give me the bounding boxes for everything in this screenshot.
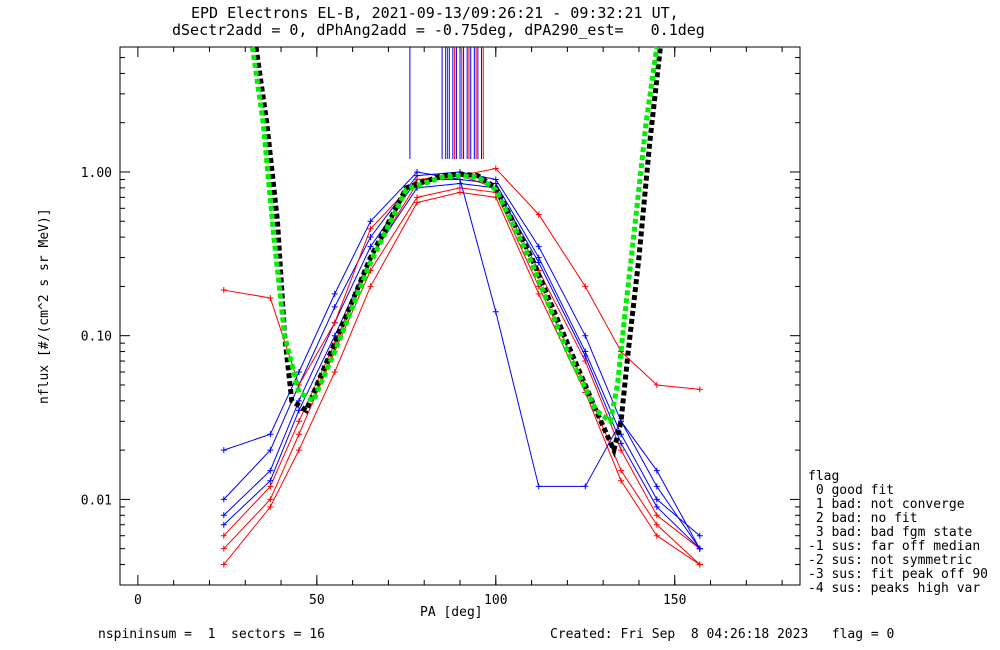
data-point <box>457 189 463 196</box>
chart-title-line2: dSectr2add = 0, dPhAng2add = -0.75deg, d… <box>172 21 705 39</box>
data-point <box>267 294 274 301</box>
legend-item: 0 good fit <box>808 483 895 498</box>
fit-curve-black <box>253 46 663 458</box>
data-point <box>367 243 374 250</box>
legend-item: -3 sus: fit peak off 90 <box>808 567 989 582</box>
data-point <box>618 440 625 447</box>
x-axis-label: PA [deg] <box>420 605 483 620</box>
legend-item: 3 bad: bad fgm state <box>808 525 973 540</box>
data-point <box>220 545 227 552</box>
y-tick-label: 1.00 <box>81 166 112 181</box>
data-point <box>220 287 227 294</box>
legend-item: -4 sus: peaks high var <box>808 581 981 596</box>
data-point <box>295 407 302 414</box>
data-point <box>220 521 227 528</box>
data-point <box>220 496 227 503</box>
legend-item: 1 bad: not converge <box>808 497 965 512</box>
data-point <box>295 369 302 376</box>
data-point <box>653 512 660 519</box>
flag-legend: flag 0 good fit 1 bad: not converge 2 ba… <box>808 470 988 596</box>
data-point <box>367 225 374 232</box>
data-layer <box>220 46 703 568</box>
data-point <box>582 483 589 490</box>
data-point <box>414 176 421 183</box>
data-point <box>367 218 374 225</box>
data-point <box>220 532 227 539</box>
data-point <box>618 447 625 454</box>
data-point <box>492 308 499 315</box>
x-tick-label: 100 <box>484 593 507 608</box>
data-point <box>535 243 542 250</box>
legend-item: -1 sus: far off median <box>808 539 981 554</box>
chart-title-line1: EPD Electrons EL-B, 2021-09-13/09:26:21 … <box>191 4 679 22</box>
data-point <box>696 561 703 568</box>
data-point <box>414 199 421 206</box>
data-point <box>220 447 227 454</box>
data-point <box>653 483 660 490</box>
data-point <box>414 194 421 201</box>
y-axis-label: nflux [#/(cm^2 s sr MeV)] <box>37 208 52 404</box>
data-point <box>535 259 542 266</box>
data-point <box>367 283 374 290</box>
legend-item: -2 sus: not symmetric <box>808 553 973 568</box>
data-point <box>582 283 589 290</box>
data-point <box>618 467 625 474</box>
data-point <box>267 477 274 484</box>
data-point <box>267 447 274 454</box>
data-point <box>696 545 703 552</box>
legend-title: flag <box>808 469 840 484</box>
data-point <box>220 561 227 568</box>
data-point <box>267 496 274 503</box>
legend-item: 2 bad: no fit <box>808 511 918 526</box>
data-point <box>535 211 542 218</box>
data-point <box>696 532 703 539</box>
data-point <box>295 447 302 454</box>
data-point <box>618 477 625 484</box>
data-point <box>653 521 660 528</box>
data-point <box>267 483 274 490</box>
data-point <box>535 483 542 490</box>
data-point <box>331 369 338 376</box>
data-point <box>653 503 660 510</box>
data-point <box>535 290 542 297</box>
footer-left: nspininsum = 1 sectors = 16 <box>98 627 325 642</box>
data-point <box>367 234 374 241</box>
y-tick-label: 0.01 <box>81 493 112 508</box>
data-point <box>492 165 499 172</box>
data-point <box>331 290 338 297</box>
y-tick-label: 0.10 <box>81 330 112 345</box>
data-point <box>331 303 338 310</box>
data-point <box>267 431 274 438</box>
data-point <box>295 418 302 425</box>
series-line <box>223 191 701 565</box>
footer-right: Created: Fri Sep 8 04:26:18 2023 flag = … <box>550 627 895 642</box>
data-point <box>653 532 660 539</box>
data-point <box>414 168 421 175</box>
data-point <box>267 503 274 510</box>
x-tick-label: 50 <box>309 593 325 608</box>
data-point <box>267 467 274 474</box>
data-point <box>653 381 660 388</box>
axis-layer: 0 50 100 150 0.01 0.10 1.00 <box>81 47 800 608</box>
x-tick-label: 0 <box>134 593 142 608</box>
data-point <box>582 332 589 339</box>
data-point <box>653 467 660 474</box>
data-point <box>696 386 703 393</box>
data-point <box>492 176 499 183</box>
data-point <box>295 431 302 438</box>
data-point <box>220 512 227 519</box>
series-line <box>223 183 701 550</box>
x-tick-label: 150 <box>663 593 686 608</box>
data-point <box>653 496 660 503</box>
data-point <box>331 319 338 326</box>
data-point <box>582 353 589 360</box>
